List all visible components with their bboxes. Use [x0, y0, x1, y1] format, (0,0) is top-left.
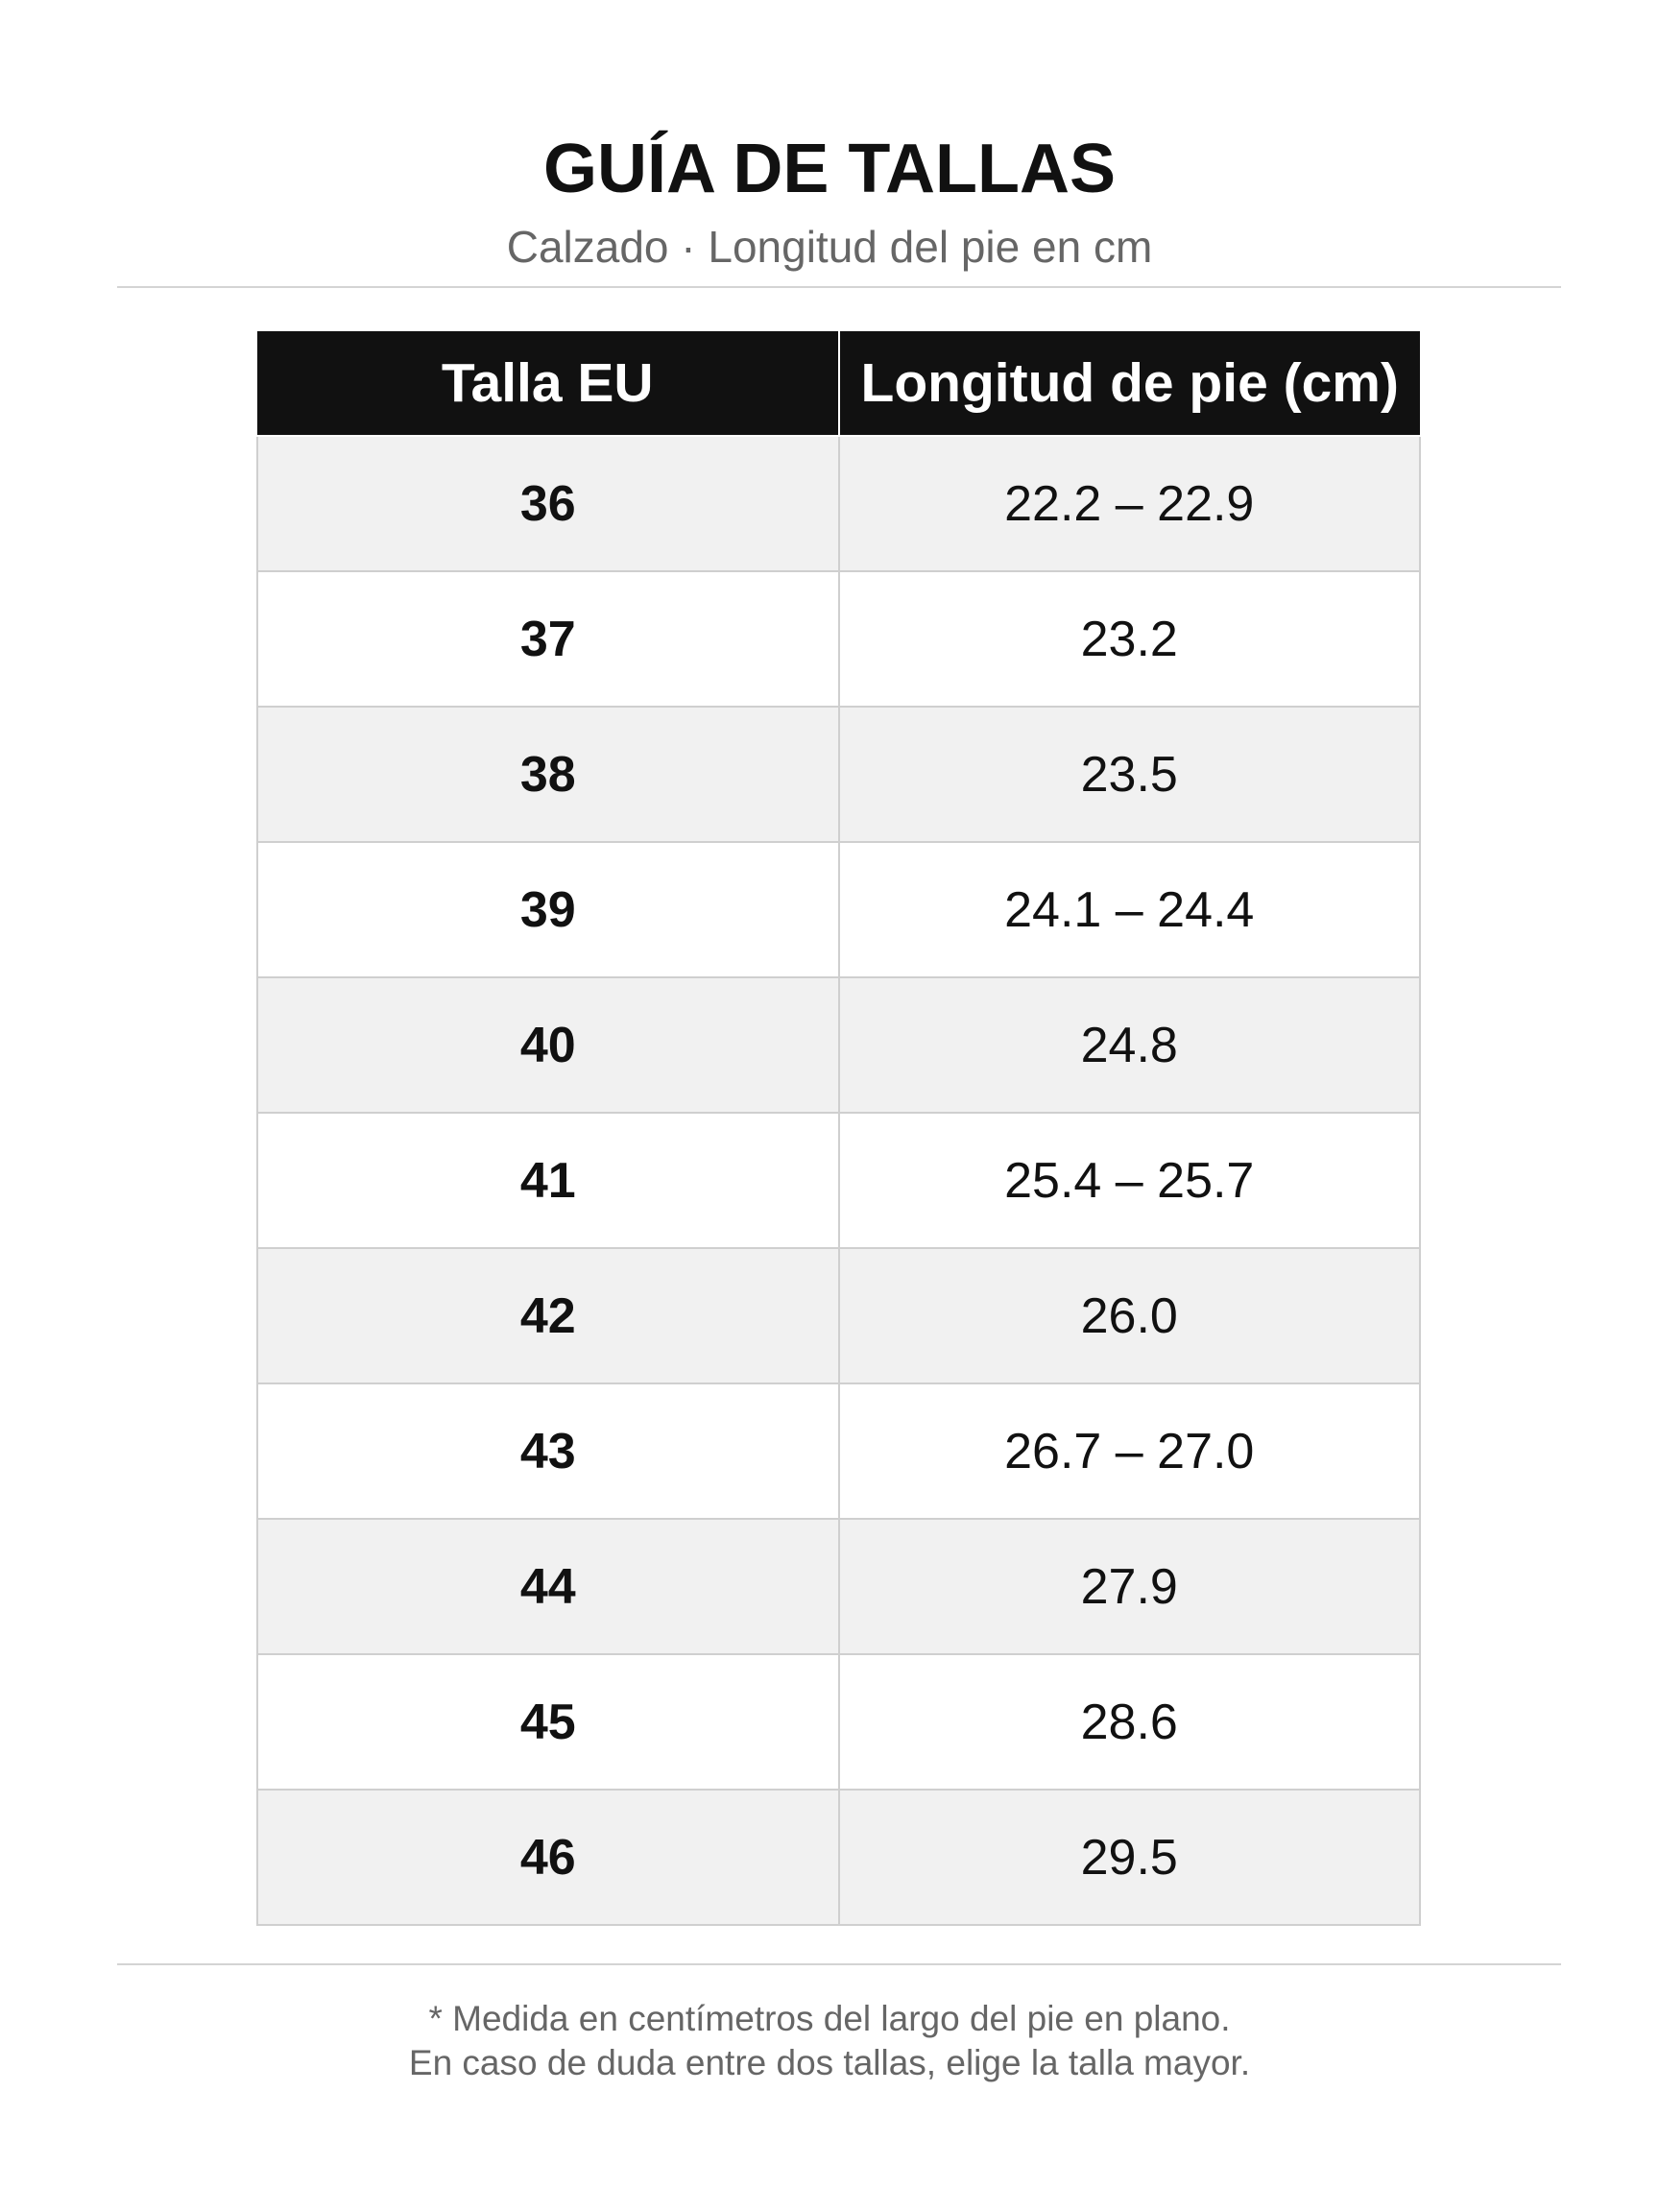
length-cell: 26.7 – 27.0 [837, 1382, 1421, 1520]
title: GUÍA DE TALLAS [543, 131, 1116, 207]
table-row: 46 29.5 [256, 1789, 1421, 1926]
header-row: Talla EU Longitud de pie (cm) [257, 331, 1420, 437]
length-cell: 26.0 [837, 1247, 1421, 1384]
table-body: 36 22.2 – 22.9 37 23.2 38 23.5 39 24.1 – 24.4 40… [256, 435, 1421, 1926]
table-head: Talla EU Longitud de pie (cm) [257, 331, 1420, 437]
table-row: 44 27.9 [256, 1518, 1421, 1655]
table-row: 39 24.1 – 24.4 [256, 841, 1421, 978]
table-row: 40 24.8 [256, 976, 1421, 1114]
length-cell: 29.5 [837, 1789, 1421, 1926]
size-cell: 36 [256, 435, 840, 572]
size-cell: 40 [256, 976, 840, 1114]
length-cell: 27.9 [837, 1518, 1421, 1655]
table-row: 36 22.2 – 22.9 [256, 435, 1421, 572]
size-cell: 39 [256, 841, 840, 978]
length-cell: 28.6 [837, 1653, 1421, 1791]
size-cell: 37 [256, 570, 840, 708]
size-cell: 45 [256, 1653, 840, 1791]
table-row: 38 23.5 [256, 706, 1421, 843]
length-cell: 24.8 [837, 976, 1421, 1114]
length-cell: 23.5 [837, 706, 1421, 843]
size-cell: 43 [256, 1382, 840, 1520]
footnote: * Medida en centímetros del largo del pi… [428, 1999, 1231, 2038]
length-cell: 22.2 – 22.9 [837, 435, 1421, 572]
table-row: 41 25.4 – 25.7 [256, 1112, 1421, 1249]
column-header: Longitud de pie (cm) [837, 331, 1420, 437]
length-cell: 23.2 [837, 570, 1421, 708]
divider [117, 1963, 1561, 1965]
size-cell: 46 [256, 1789, 840, 1926]
size-cell: 44 [256, 1518, 840, 1655]
footnote: En caso de duda entre dos tallas, elige … [408, 2043, 1251, 2082]
size-cell: 41 [256, 1112, 840, 1249]
size-cell: 38 [256, 706, 840, 843]
table-row: 45 28.6 [256, 1653, 1421, 1791]
table-row: 43 26.7 – 27.0 [256, 1382, 1421, 1520]
size-cell: 42 [256, 1247, 840, 1384]
column-header: Talla EU [257, 331, 840, 437]
table-row: 42 26.0 [256, 1247, 1421, 1384]
table-row: 37 23.2 [256, 570, 1421, 708]
length-cell: 25.4 – 25.7 [837, 1112, 1421, 1249]
length-cell: 24.1 – 24.4 [837, 841, 1421, 978]
subtitle: Calzado · Longitud del pie en cm [506, 222, 1153, 272]
size-table: Talla EU Longitud de pie (cm) 36 22.2 – 22… [256, 331, 1421, 1926]
divider [117, 286, 1561, 288]
